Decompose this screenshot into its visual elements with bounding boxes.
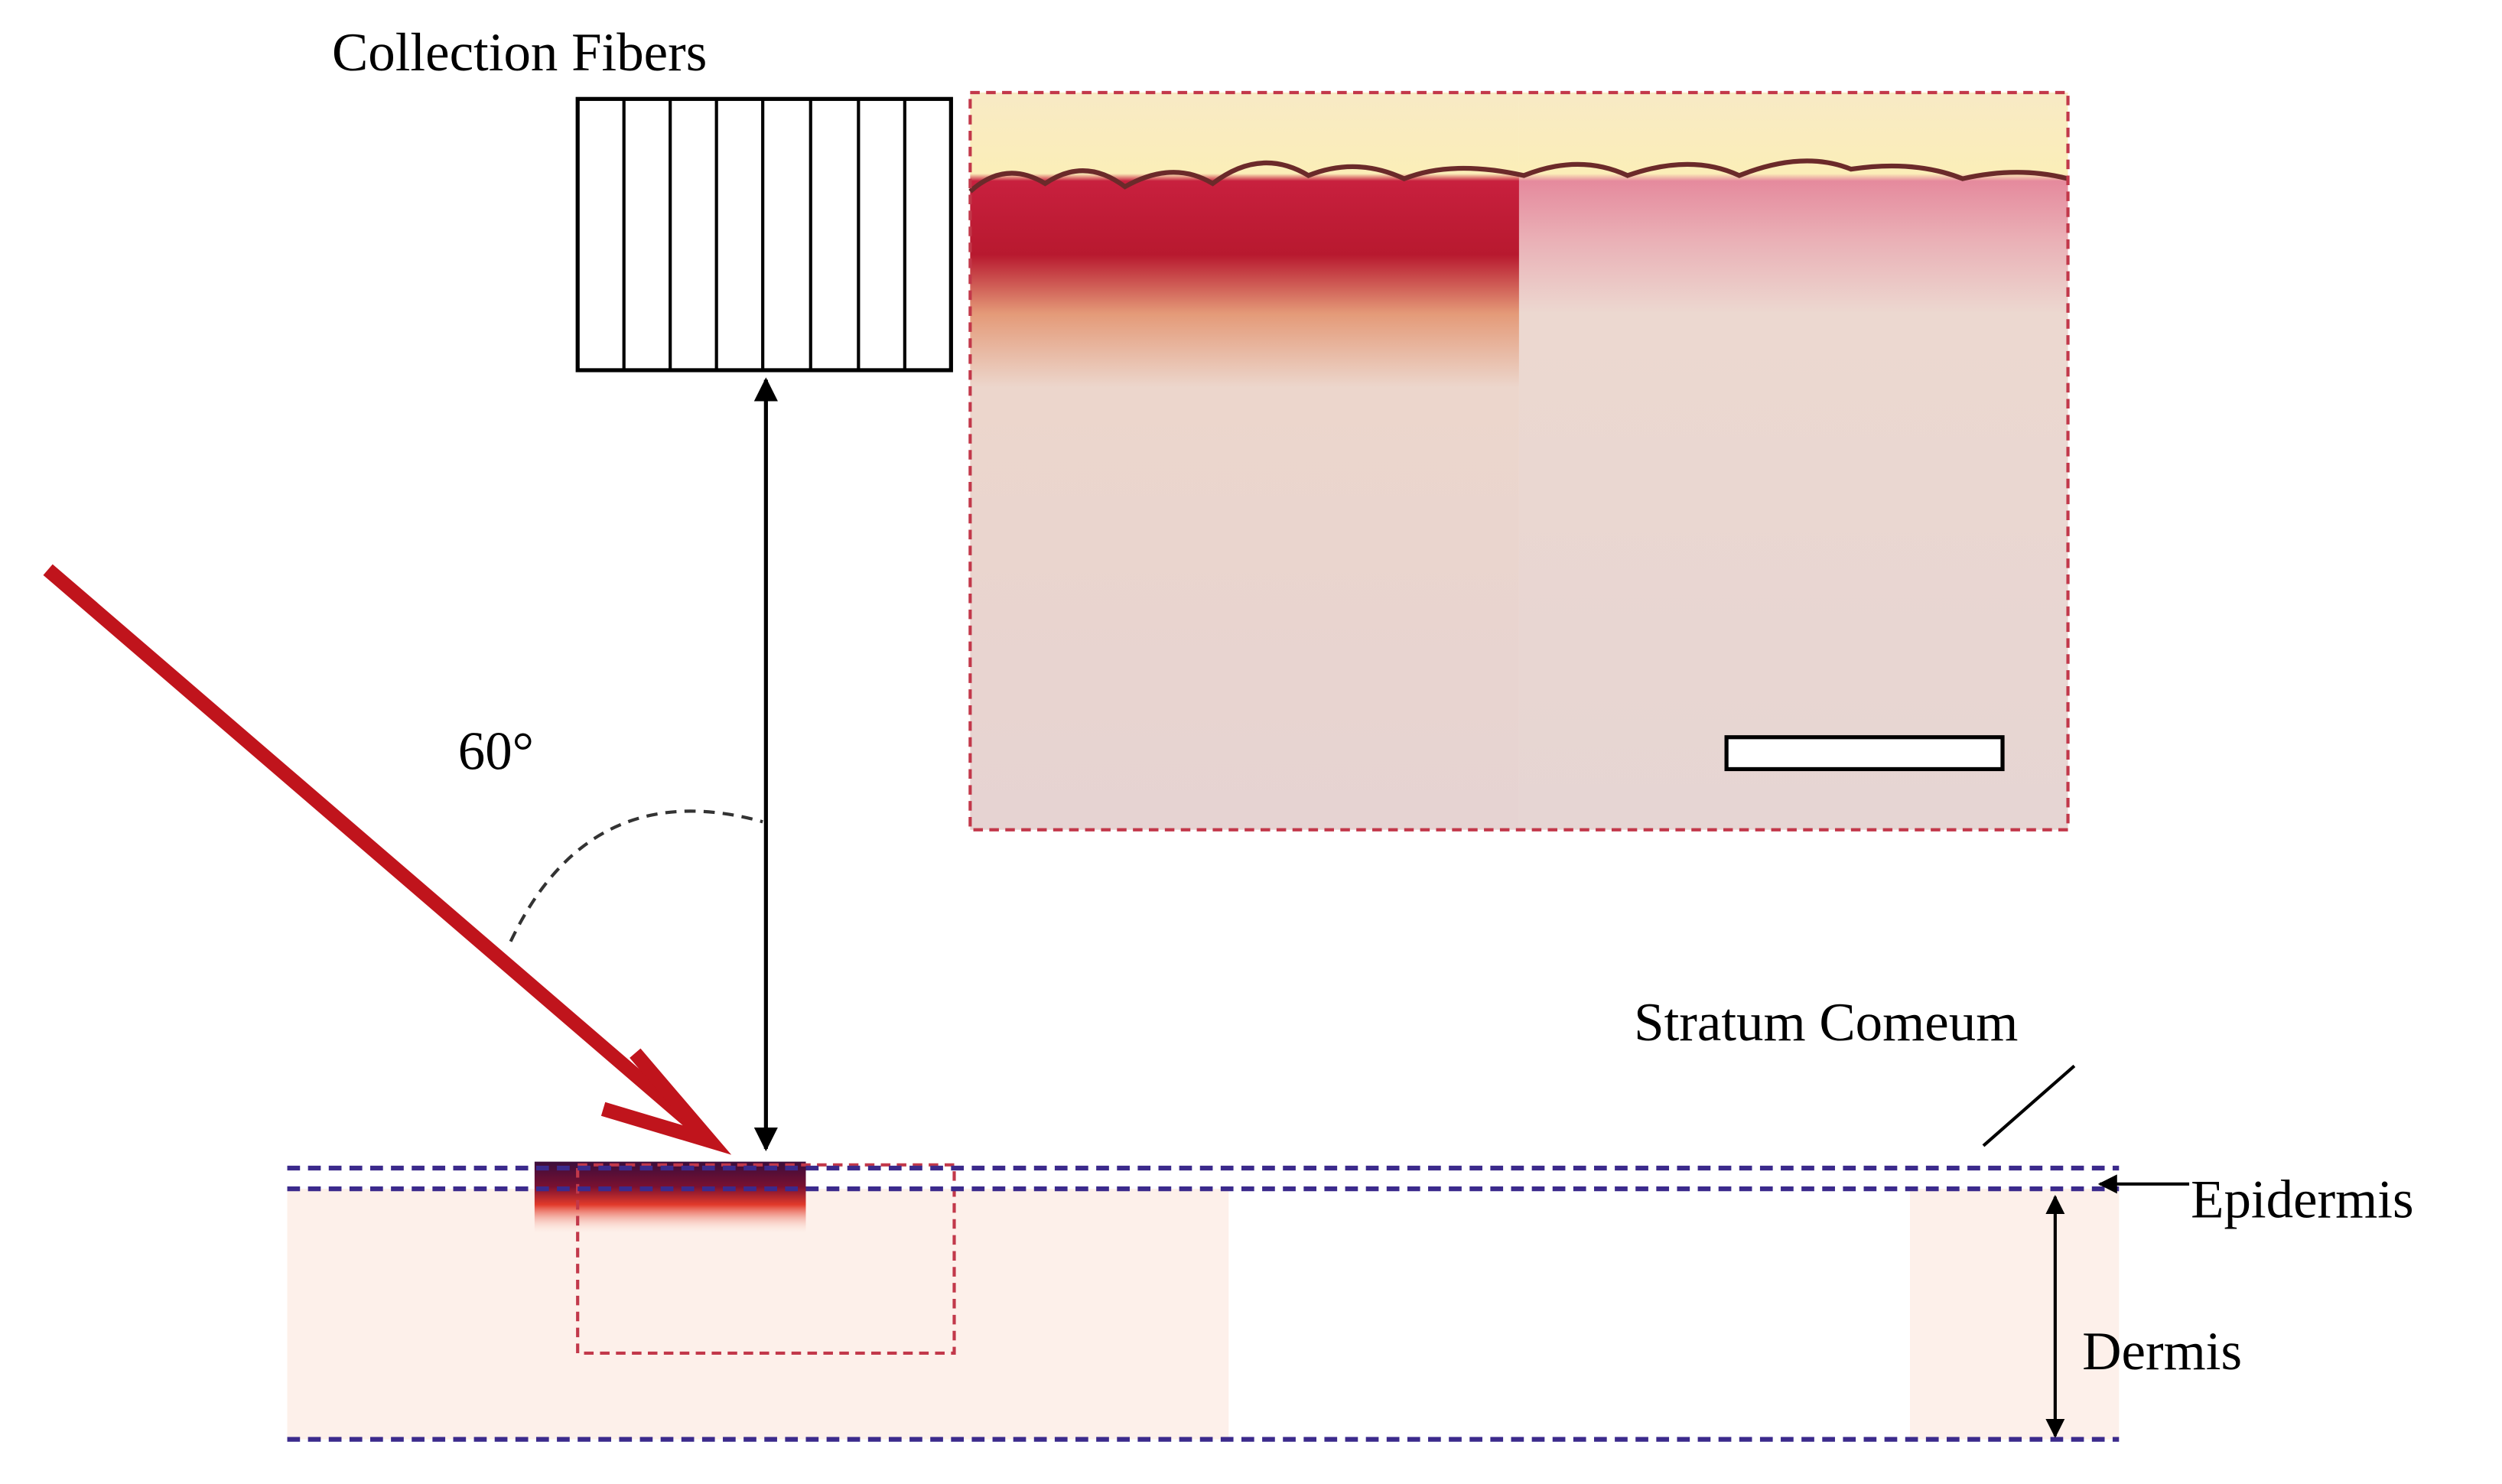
stratum-corneum-label: Stratum Comeum [1634,993,2018,1053]
tissue-model [287,1161,2120,1442]
angle-label: 60° [458,721,534,781]
collection-fibers-label: Collection Fibers [332,23,707,83]
illumination-arrow [43,564,732,1155]
histology-image [968,90,2070,831]
leader-line [1982,1064,2076,1147]
angle-arc [509,809,763,942]
fiber-bundle [575,96,953,373]
epidermis-label: Epidermis [2191,1170,2413,1230]
dermis-label: Dermis [2082,1322,2242,1381]
